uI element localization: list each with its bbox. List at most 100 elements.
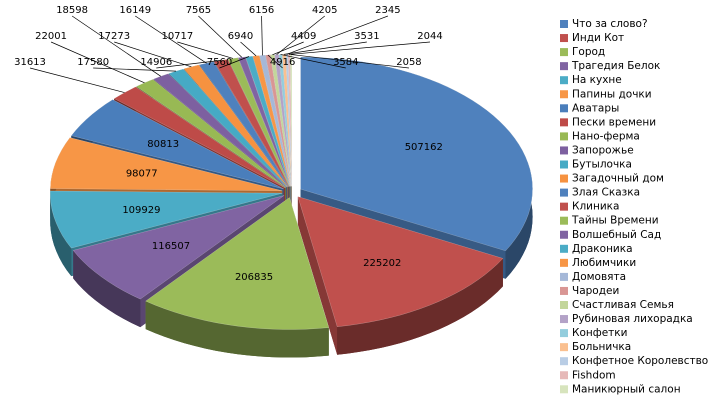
slice-side <box>337 258 503 355</box>
data-label: 98077 <box>126 168 158 179</box>
legend-swatch <box>560 216 568 225</box>
leader-line <box>288 53 409 69</box>
legend-swatch <box>560 315 568 324</box>
data-label: 17273 <box>98 31 130 42</box>
legend-label: Папины дочки <box>572 88 652 100</box>
slice <box>145 197 330 330</box>
data-label: 80813 <box>147 139 179 150</box>
slice <box>153 73 287 188</box>
leader-line <box>272 41 304 56</box>
legend-label: Fishdom <box>572 369 616 381</box>
legend-swatch <box>560 146 568 155</box>
data-label: 6940 <box>228 31 253 42</box>
slice <box>49 190 283 249</box>
legend-swatch <box>560 301 568 309</box>
legend-swatch <box>560 230 568 239</box>
data-label: 22001 <box>35 31 67 42</box>
data-label: 507162 <box>405 142 443 153</box>
legend-label: Нано-ферма <box>572 130 640 142</box>
slice-side <box>73 250 141 328</box>
slice-side <box>145 301 329 358</box>
legend-swatch <box>560 202 568 211</box>
labels: 507162 225202 206835 116507 109929 98077 80813… <box>14 5 443 283</box>
slice <box>113 86 286 189</box>
legend-label: Любимчики <box>572 257 636 269</box>
data-label: 2058 <box>396 57 421 68</box>
slice <box>278 54 292 187</box>
legend-label: Пески времени <box>572 116 656 128</box>
slice <box>50 137 283 192</box>
leader-line <box>29 67 125 93</box>
slice <box>270 54 292 187</box>
legend-swatch <box>560 371 568 380</box>
legend-swatch <box>560 357 568 366</box>
data-label: 16149 <box>119 5 151 16</box>
legend-label: Драконика <box>572 243 633 255</box>
legend-label: Волшебный Сад <box>572 229 661 241</box>
legend-label: Бутылочка <box>572 159 632 171</box>
legend-label: Конфетное Королевство <box>572 355 708 367</box>
data-label: 17580 <box>77 57 109 68</box>
legend-label: Маникюрный салон <box>572 383 681 395</box>
data-label: 2044 <box>417 31 442 42</box>
leader-line <box>219 56 250 69</box>
legend-label: Трагедия Белок <box>571 60 660 72</box>
legend-swatch <box>560 244 568 253</box>
leader-line <box>71 15 161 77</box>
slice-side <box>50 191 72 277</box>
legend-swatch <box>560 104 568 113</box>
legend-swatch <box>560 160 568 169</box>
slice <box>183 64 289 187</box>
slice <box>282 54 292 187</box>
legend-swatch <box>560 174 568 183</box>
leader-line <box>267 54 283 69</box>
leader-line <box>93 67 177 72</box>
legend-label: Инди Кот <box>572 32 624 44</box>
data-label: 109929 <box>122 205 160 216</box>
legend-label: Счастливая Семья <box>572 299 674 311</box>
legend: Что за слово? Инди Кот Город Трагедия Белок… <box>560 18 708 395</box>
legend-label: Домовята <box>572 271 626 283</box>
legend-swatch <box>560 76 568 85</box>
legend-label: Рубиновая лихорадка <box>572 313 693 325</box>
legend-label: Клиника <box>572 201 619 213</box>
leader-line <box>280 54 346 69</box>
legend-label: Чародеи <box>572 285 619 297</box>
data-label: 7565 <box>186 5 211 16</box>
leader-line <box>283 41 367 55</box>
legend-label: Загадочный дом <box>572 173 664 185</box>
legend-swatch <box>560 90 568 99</box>
legend-swatch <box>560 118 568 127</box>
legend-swatch <box>560 286 568 295</box>
legend-label: Больничка <box>572 341 631 353</box>
data-label: 10717 <box>161 31 193 42</box>
slice <box>198 61 289 187</box>
legend-label: Город <box>572 46 605 58</box>
legend-label: Аватары <box>572 102 619 114</box>
leader-line <box>177 41 234 59</box>
leader-line <box>156 60 221 69</box>
legend-swatch <box>560 188 568 197</box>
data-label: 7560 <box>207 57 232 68</box>
slice <box>70 99 284 190</box>
legend-swatch <box>560 20 568 28</box>
leader-line <box>240 41 257 57</box>
data-label: 4409 <box>291 31 316 42</box>
leader-line <box>114 41 192 68</box>
legend-swatch <box>560 272 568 281</box>
data-label: 18598 <box>56 5 88 16</box>
slice <box>72 195 285 300</box>
legend-swatch <box>560 329 568 338</box>
leader-line <box>276 15 325 55</box>
legend-swatch <box>560 258 568 267</box>
slice <box>297 196 504 327</box>
legend-label: Тайны Времени <box>571 215 659 227</box>
legend-swatch <box>560 132 568 141</box>
data-label: 116507 <box>152 241 190 252</box>
leader-line <box>261 15 263 56</box>
data-label: 2345 <box>375 5 400 16</box>
leader-line <box>50 41 145 84</box>
legend-label: На кухне <box>572 74 622 86</box>
legend-swatch <box>560 62 568 71</box>
data-label: 206835 <box>235 272 273 283</box>
